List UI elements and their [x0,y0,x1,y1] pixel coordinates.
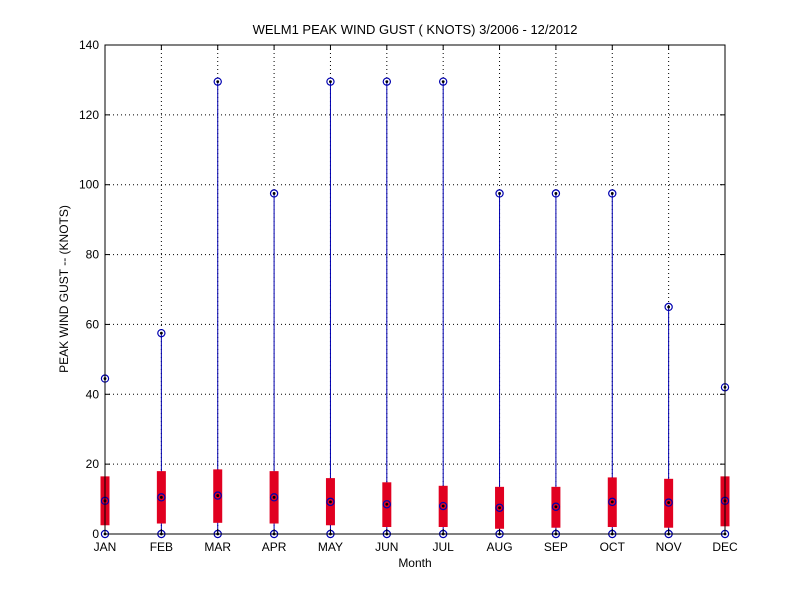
max-marker-mar-dot [216,80,220,84]
x-tick-label: SEP [544,540,568,554]
median-marker-may [326,497,335,507]
max-marker-mar-ring [213,77,222,86]
median-marker-mar-ring [213,491,222,500]
median-marker-feb-ring [157,493,166,502]
median-marker-oct [608,497,617,507]
median-marker-jul [438,501,448,511]
median-marker-jun-dot [385,502,389,506]
x-tick-label: MAR [204,540,231,554]
max-marker-jul-dot [441,80,445,84]
median-marker-jun-ring [382,500,392,509]
median-marker-aug-ring [495,503,504,513]
y-tick-label: 0 [92,527,99,541]
x-axis-label: Month [398,556,432,570]
median-marker-aug-dot [498,506,501,510]
median-marker-sep [551,502,561,511]
max-marker-feb-dot [159,331,163,335]
max-marker-oct-ring [608,189,617,198]
median-marker-jun [382,500,392,509]
median-marker-nov [664,498,673,507]
y-tick-label: 80 [86,248,100,262]
chart-title: WELM1 PEAK WIND GUST ( KNOTS) 3/2006 - 1… [252,22,578,37]
median-marker-oct-dot [610,500,614,504]
median-marker-jul-dot [441,504,445,508]
plot-frame [104,44,726,535]
x-tick-label: OCT [600,540,626,554]
median-marker-mar-dot [216,494,220,497]
grid-layer [104,44,726,535]
axis-layer: 0 20 40 60 80 100 120 140 JAN FEB MAR APR MAY JUN JUL A… [79,38,738,554]
max-marker-apr [269,189,279,198]
median-marker-nov-dot [667,501,671,504]
max-marker-nov-dot [667,305,671,309]
x-tick-label: JUL [433,540,455,554]
x-tick-label: AUG [487,540,513,554]
y-tick-label: 20 [86,457,100,471]
x-tick-label: MAY [318,540,343,554]
x-tick-label: APR [262,540,287,554]
max-marker-oct [608,189,617,198]
median-marker-aug [495,503,504,513]
max-marker-may-dot [329,80,332,84]
x-tick-label: DEC [712,540,738,554]
median-marker-jul-ring [438,501,448,511]
max-marker-may [326,77,335,86]
max-marker-nov-ring [664,302,673,312]
max-marker-aug-dot [498,192,501,195]
x-tick-label: JAN [94,540,117,554]
median-marker-feb-dot [159,495,163,499]
y-tick-label: 120 [79,108,99,122]
max-marker-jul [438,77,448,86]
max-marker-sep-dot [554,192,558,195]
y-tick-label: 40 [86,387,100,401]
median-marker-sep-dot [554,505,558,509]
median-marker-apr-dot [272,495,276,499]
data-layer [100,77,730,539]
max-marker-may-ring [326,77,335,86]
max-marker-jun [382,77,392,86]
median-marker-oct-ring [608,497,617,507]
max-marker-sep-ring [551,189,561,198]
max-marker-feb-ring [157,328,166,338]
max-marker-jul-ring [438,77,448,86]
max-marker-jun-ring [382,77,392,86]
max-marker-sep [551,189,561,198]
max-marker-mar [213,77,222,86]
max-marker-apr-ring [269,189,279,198]
median-marker-sep-ring [551,502,561,511]
median-marker-feb [157,493,166,502]
max-marker-aug-ring [495,189,504,198]
max-marker-nov [664,302,673,312]
max-marker-apr-dot [272,192,276,195]
median-marker-mar [213,491,222,500]
x-tick-label: JUN [375,540,398,554]
y-tick-label: 140 [79,38,99,52]
max-marker-feb [157,328,166,338]
x-tick-label: NOV [656,540,682,554]
median-marker-nov-ring [664,498,673,507]
max-marker-aug [495,189,504,198]
median-marker-apr [269,493,279,502]
median-marker-may-dot [329,500,332,504]
median-marker-may-ring [326,497,335,507]
max-marker-oct-dot [610,192,614,195]
y-tick-label: 100 [79,178,99,192]
max-marker-jun-dot [385,80,389,84]
median-marker-apr-ring [269,493,279,502]
y-tick-label: 60 [86,317,100,331]
x-tick-label: FEB [150,540,173,554]
